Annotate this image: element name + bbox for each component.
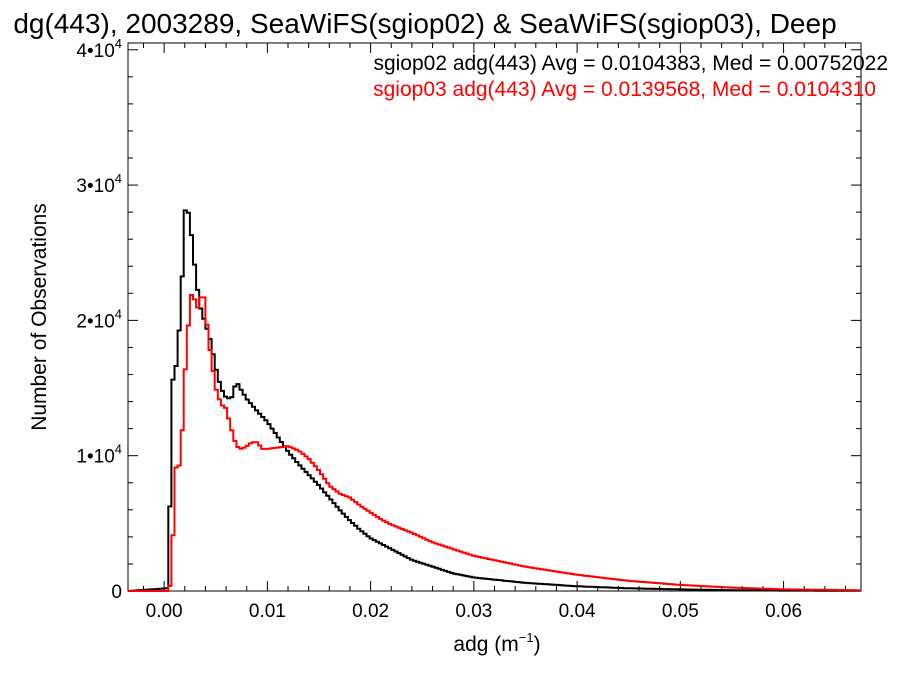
y-tick-exponent: 4: [115, 36, 122, 51]
y-tick-mantissa: 4•10: [76, 41, 114, 62]
chart-title: dg(443), 2003289, SeaWiFS(sgiop02) & Sea…: [13, 8, 836, 39]
y-tick-mantissa: 1•10: [76, 447, 114, 468]
x-tick-label: 0.04: [559, 601, 596, 622]
y-tick-mantissa: 2•10: [76, 311, 114, 332]
x-axis-label-superscript: −1: [519, 630, 534, 645]
x-tick-label: 0.03: [455, 601, 492, 622]
x-axis-label-main: adg (m: [453, 633, 518, 656]
legend-entry-sgiop02: sgiop02 adg(443) Avg = 0.0104383, Med = …: [373, 52, 888, 75]
series-lines: [128, 209, 861, 592]
y-tick-exponent: 4: [115, 171, 122, 186]
x-tick-label: 0.00: [146, 601, 183, 622]
y-tick-exponent: 4: [115, 306, 122, 321]
y-tick-label: 1•104: [76, 442, 122, 468]
y-axis-label: Number of Observations: [28, 203, 51, 431]
y-tick-label: 0: [111, 582, 122, 603]
x-tick-label: 0.05: [662, 601, 699, 622]
x-tick-label: 0.01: [249, 601, 286, 622]
x-axis-label: adg (m−1): [453, 630, 540, 656]
series-line-sgiop02: [128, 209, 861, 592]
series-line-sgiop03: [128, 294, 861, 592]
y-tick-mantissa: 0: [111, 582, 122, 603]
x-tick-label: 0.06: [765, 601, 802, 622]
x-axis-label-close: ): [534, 633, 541, 656]
y-tick-label: 3•104: [76, 171, 122, 197]
x-tick-labels: 0.00 0.01 0.02 0.03 0.04 0.05 0.06: [146, 601, 802, 622]
y-tick-mantissa: 3•10: [76, 176, 114, 197]
y-tick-exponent: 4: [115, 442, 122, 457]
y-tick-label: 2•104: [76, 306, 122, 332]
legend-entry-sgiop03: sgiop03 adg(443) Avg = 0.0139568, Med = …: [373, 78, 876, 101]
x-tick-label: 0.02: [352, 601, 389, 622]
y-tick-label: 4•104: [76, 36, 122, 62]
